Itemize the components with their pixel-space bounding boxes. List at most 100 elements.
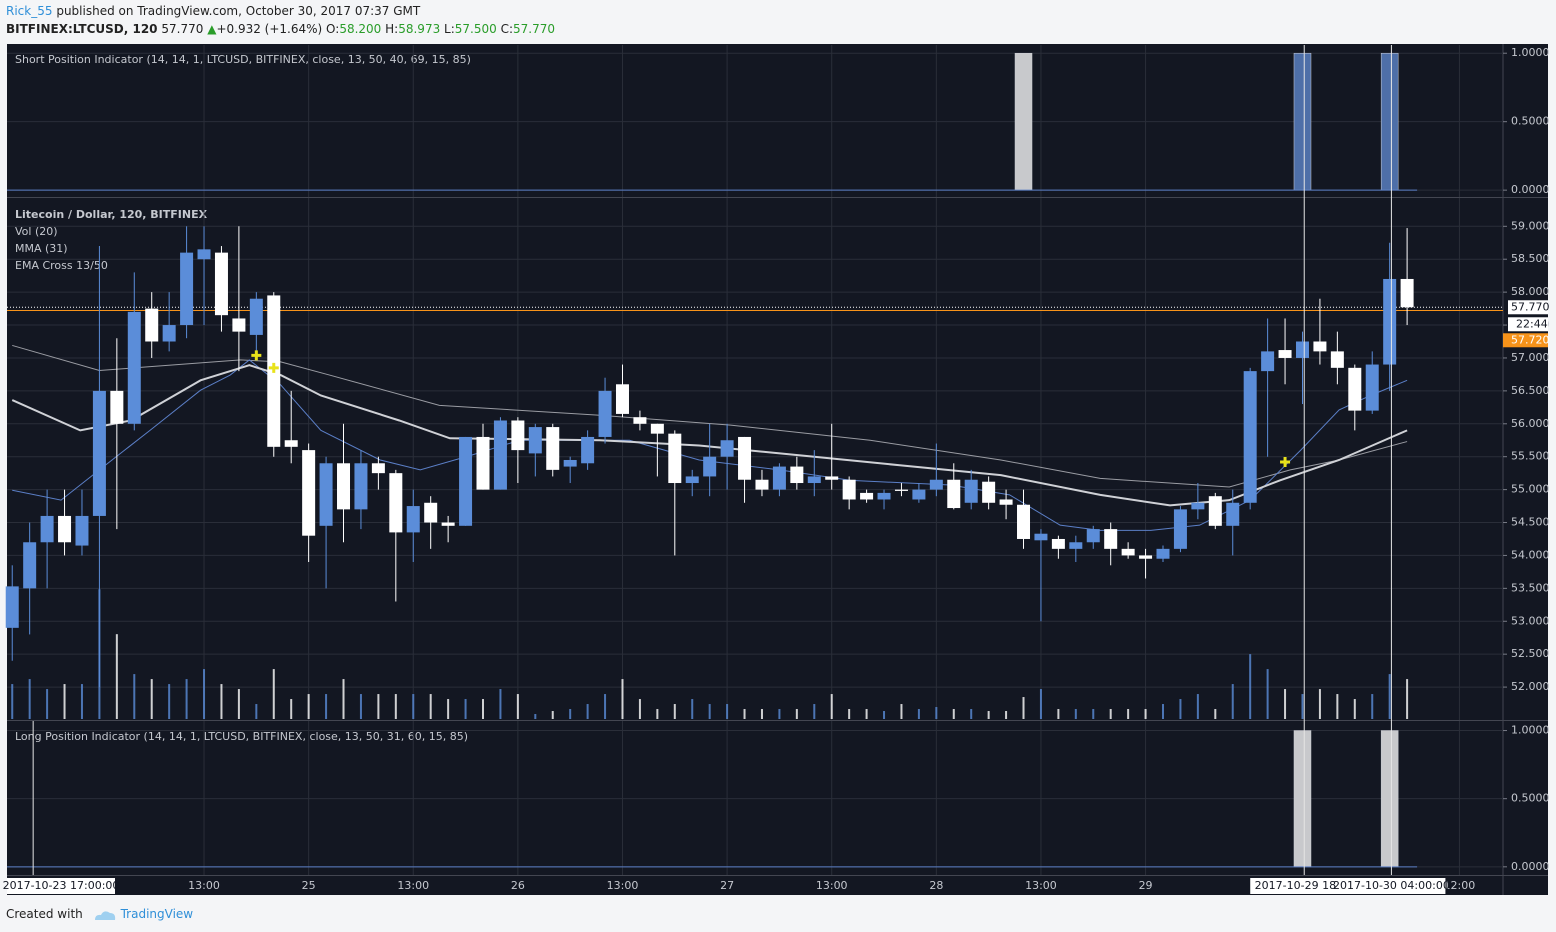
- volume-bar: [1057, 709, 1060, 719]
- ma-line: [12, 359, 1408, 531]
- candle-body: [302, 450, 316, 536]
- candle-body: [354, 463, 368, 510]
- last-price-label: 57.770: [1511, 300, 1550, 313]
- volume-bar: [1109, 709, 1112, 719]
- cross-marker: [1280, 456, 1291, 467]
- up-arrow: ▲: [207, 22, 217, 36]
- candle-body: [1226, 502, 1240, 526]
- logo: [94, 910, 115, 920]
- volume-bar: [1301, 694, 1304, 719]
- candle-body: [371, 463, 385, 474]
- candle-body: [720, 440, 734, 457]
- volume-bar: [237, 689, 240, 719]
- volume-bar: [447, 699, 450, 719]
- volume-bar: [115, 634, 118, 719]
- volume-bar: [1092, 709, 1095, 719]
- x-tick-label: 25: [302, 879, 316, 892]
- candle-body: [180, 252, 194, 326]
- volume-bar: [255, 704, 258, 719]
- volume-bar: [569, 709, 572, 719]
- volume-bar: [604, 694, 607, 719]
- candle-body: [1139, 555, 1153, 559]
- candle-body: [1051, 538, 1065, 549]
- y-tick-label: 58.000: [1511, 285, 1550, 298]
- signal-bar: [1014, 52, 1033, 191]
- volume-bar: [133, 674, 136, 719]
- volume-bar: [11, 684, 14, 719]
- crosshair-label-bg: [7, 878, 115, 894]
- candle-body: [755, 479, 769, 490]
- volume-title: Vol (20): [15, 225, 58, 238]
- volume-bar: [1388, 674, 1391, 719]
- volume-bar: [412, 694, 415, 719]
- crosshair-label-bg: [1250, 878, 1359, 894]
- candle-body: [633, 417, 647, 424]
- candle-body: [825, 476, 839, 480]
- candle-body: [406, 506, 420, 533]
- candle-body: [58, 515, 72, 543]
- candle-body: [1208, 496, 1222, 526]
- volume-bar: [342, 679, 345, 719]
- candle-body: [999, 499, 1013, 505]
- volume-bar: [1162, 704, 1164, 719]
- volume-bar: [1196, 694, 1199, 719]
- candle-body: [738, 436, 752, 480]
- candle-body: [807, 476, 821, 484]
- y-tick-label: 53.000: [1511, 614, 1550, 627]
- volume-bar: [708, 704, 711, 719]
- h-label: H:: [385, 22, 399, 36]
- volume-bar: [1039, 689, 1042, 719]
- created: Created with: [6, 907, 83, 921]
- volume-bar: [290, 699, 293, 719]
- countdown-label: 22:44: [1516, 317, 1548, 330]
- volume-bar: [970, 709, 973, 719]
- volume-bar: [307, 694, 310, 719]
- last: 57.770: [161, 22, 204, 36]
- volume-bar: [638, 699, 641, 719]
- cross-marker: [268, 362, 279, 373]
- volume-bar: [952, 709, 955, 719]
- candle-body: [877, 492, 891, 500]
- x-tick-label: 13:00: [816, 879, 848, 892]
- crosshair-label: 2017-10-30 04:00:00: [1333, 879, 1450, 892]
- brand[interactable]: TradingView: [120, 907, 194, 921]
- candle-body: [493, 420, 507, 490]
- published: published on TradingView.com, October 30…: [56, 4, 421, 18]
- volume-bar: [534, 714, 537, 719]
- candle-body: [1295, 341, 1309, 358]
- candle-body: [1034, 533, 1048, 541]
- volume-bar: [1353, 699, 1356, 719]
- volume-bar: [778, 709, 781, 719]
- candle-body: [145, 308, 159, 342]
- volume-bar: [325, 694, 328, 719]
- x-tick-label: 29: [1139, 879, 1153, 892]
- x-tick-label: 26: [511, 879, 525, 892]
- candle-body: [912, 489, 926, 500]
- y-tick-label: 1.0000: [1511, 724, 1550, 737]
- candle-body: [267, 295, 281, 447]
- candle-body: [476, 436, 490, 490]
- indicator-title: MMA (31): [15, 242, 68, 255]
- volume-bar: [499, 689, 502, 719]
- high: 58.973: [398, 22, 441, 36]
- volume-bar: [516, 694, 519, 719]
- y-tick-label: 0.5000: [1511, 792, 1550, 805]
- publish-line: Rick_55 published on TradingView.com, Oc…: [6, 4, 420, 18]
- candle-body: [1400, 278, 1414, 308]
- c-label: C:: [500, 22, 514, 36]
- author[interactable]: Rick_55: [6, 4, 53, 18]
- y-tick-label: 56.000: [1511, 417, 1550, 430]
- candle-body: [232, 318, 246, 332]
- y-tick-label: 0.0000: [1511, 860, 1550, 873]
- signal-bar: [1293, 730, 1312, 868]
- candle-body: [127, 311, 141, 424]
- signal-bar: [1380, 730, 1399, 868]
- open: 58.200: [339, 22, 382, 36]
- candle-body: [389, 473, 403, 533]
- low: 57.500: [454, 22, 497, 36]
- volume-bar: [551, 711, 554, 719]
- signal-bar: [1293, 52, 1312, 191]
- candle-body: [92, 390, 106, 516]
- candle-body: [947, 479, 961, 509]
- volume-bar: [621, 679, 624, 719]
